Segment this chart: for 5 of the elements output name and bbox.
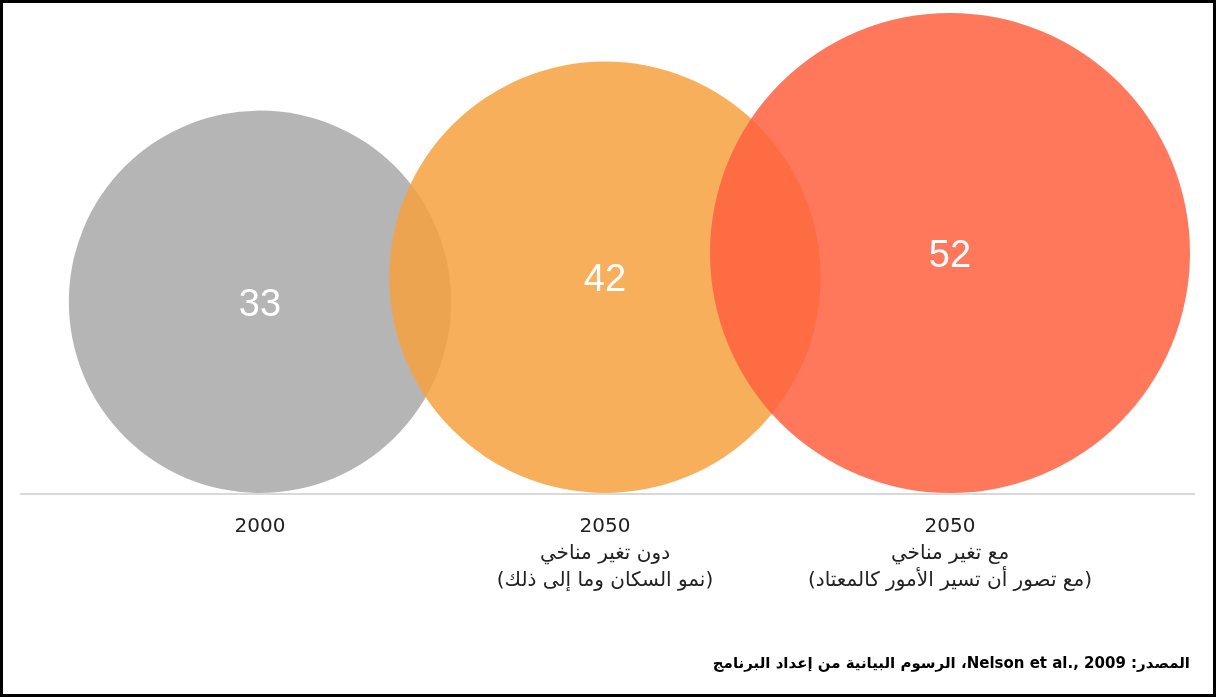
- data-label: 33: [238, 281, 282, 324]
- data-label: 52: [928, 233, 972, 275]
- text: المصدر: Nelson et al., 2009، الرسوم البيانية من إعداد البرنامج: [712, 654, 1190, 672]
- data-label: 42: [583, 257, 627, 300]
- category-label: 2000: [234, 513, 286, 537]
